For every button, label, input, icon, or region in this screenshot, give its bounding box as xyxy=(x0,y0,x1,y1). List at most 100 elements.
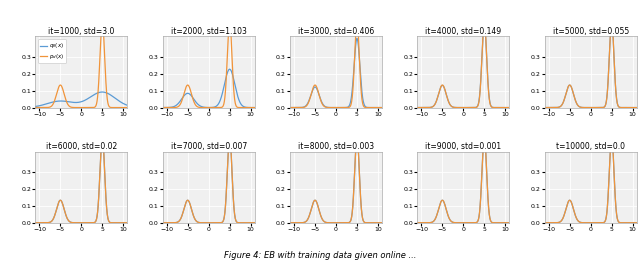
$q_\theta(x)$ xyxy=(29,105,36,109)
$p_{d}(x)$ xyxy=(226,20,234,23)
$p_{d}(x)$ xyxy=(405,221,413,224)
$p_{d}(x)$ xyxy=(364,106,371,109)
$p_{d}(x)$ xyxy=(236,221,244,224)
$q_\theta(x)$ xyxy=(608,135,616,139)
$q_\theta(x)$ xyxy=(638,106,640,109)
$q_\theta(x)$ xyxy=(511,106,518,109)
$q_\theta(x)$ xyxy=(410,221,418,224)
$p_{d}(x)$ xyxy=(23,221,31,224)
$p_{d}(x)$ xyxy=(204,106,211,109)
$q_\theta(x)$ xyxy=(353,37,361,40)
Title: it=4000, std=0.149: it=4000, std=0.149 xyxy=(425,27,501,36)
$p_{d}(x)$ xyxy=(99,20,106,23)
$q_\theta(x)$ xyxy=(256,221,264,224)
$p_{d}(x)$ xyxy=(532,221,540,224)
$q_\theta(x)$ xyxy=(538,106,545,109)
$q_\theta(x)$ xyxy=(109,95,116,98)
$p_{d}(x)$ xyxy=(458,221,466,224)
$q_\theta(x)$ xyxy=(586,106,593,109)
$p_{d}(x)$ xyxy=(150,106,158,109)
$p_{d}(x)$ xyxy=(491,106,499,109)
$p_{d}(x)$ xyxy=(383,221,391,224)
$q_\theta(x)$ xyxy=(586,221,593,224)
$p_{d}(x)$ xyxy=(353,20,361,23)
Line: $q_\theta(x)$: $q_\theta(x)$ xyxy=(409,25,518,107)
Line: $p_{d}(x)$: $p_{d}(x)$ xyxy=(154,137,263,223)
$q_\theta(x)$ xyxy=(132,221,140,224)
$p_{d}(x)$ xyxy=(129,221,136,224)
Line: $p_{d}(x)$: $p_{d}(x)$ xyxy=(409,137,518,223)
$q_\theta(x)$ xyxy=(256,106,264,109)
$p_{d}(x)$ xyxy=(582,106,590,109)
$p_{d}(x)$ xyxy=(582,221,590,224)
$p_{d}(x)$ xyxy=(256,106,264,109)
$p_{d}(x)$ xyxy=(511,106,518,109)
$q_\theta(x)$ xyxy=(73,221,81,224)
$q_\theta(x)$ xyxy=(458,221,466,224)
$q_\theta(x)$ xyxy=(481,23,488,26)
$p_{d}(x)$ xyxy=(23,106,31,109)
$p_{d}(x)$ xyxy=(156,221,164,224)
$q_\theta(x)$ xyxy=(156,221,164,224)
$p_{d}(x)$ xyxy=(608,20,616,23)
$p_{d}(x)$ xyxy=(638,106,640,109)
$p_{d}(x)$ xyxy=(383,106,391,109)
$q_\theta(x)$ xyxy=(200,106,208,109)
$p_{d}(x)$ xyxy=(109,221,116,224)
$p_{d}(x)$ xyxy=(73,106,81,109)
$p_{d}(x)$ xyxy=(150,221,158,224)
Line: $q_\theta(x)$: $q_\theta(x)$ xyxy=(536,22,640,107)
$q_\theta(x)$ xyxy=(259,106,267,109)
$q_\theta(x)$ xyxy=(582,106,590,109)
$p_{d}(x)$ xyxy=(455,106,463,109)
$q_\theta(x)$ xyxy=(76,100,84,104)
$p_{d}(x)$ xyxy=(491,221,499,224)
$p_{d}(x)$ xyxy=(256,221,264,224)
$p_{d}(x)$ xyxy=(204,221,211,224)
$q_\theta(x)$ xyxy=(284,221,291,224)
$p_{d}(x)$ xyxy=(387,221,394,224)
Line: $p_{d}(x)$: $p_{d}(x)$ xyxy=(27,22,136,107)
$q_\theta(x)$ xyxy=(328,221,335,224)
$p_{d}(x)$ xyxy=(284,221,291,224)
$p_{d}(x)$ xyxy=(387,106,394,109)
$q_\theta(x)$ xyxy=(236,221,244,224)
$p_{d}(x)$ xyxy=(278,221,285,224)
$p_{d}(x)$ xyxy=(514,221,522,224)
$q_\theta(x)$ xyxy=(532,221,540,224)
$q_\theta(x)$ xyxy=(73,101,81,104)
Line: $p_{d}(x)$: $p_{d}(x)$ xyxy=(536,22,640,107)
$q_\theta(x)$ xyxy=(99,90,106,94)
$q_\theta(x)$ xyxy=(150,106,158,109)
$p_{d}(x)$ xyxy=(538,106,545,109)
$q_\theta(x)$ xyxy=(204,221,211,224)
Line: $q_\theta(x)$: $q_\theta(x)$ xyxy=(154,137,263,223)
Line: $p_{d}(x)$: $p_{d}(x)$ xyxy=(27,137,136,223)
$p_{d}(x)$ xyxy=(331,221,339,224)
$q_\theta(x)$ xyxy=(353,135,361,139)
$q_\theta(x)$ xyxy=(532,106,540,109)
$p_{d}(x)$ xyxy=(618,106,626,109)
$q_\theta(x)$ xyxy=(278,106,285,109)
$p_{d}(x)$ xyxy=(586,221,593,224)
$q_\theta(x)$ xyxy=(99,135,106,139)
$q_\theta(x)$ xyxy=(387,106,394,109)
Line: $q_\theta(x)$: $q_\theta(x)$ xyxy=(27,137,136,223)
$p_{d}(x)$ xyxy=(99,135,106,139)
$q_\theta(x)$ xyxy=(331,221,339,224)
Title: it=6000, std=0.02: it=6000, std=0.02 xyxy=(45,142,117,151)
$p_{d}(x)$ xyxy=(109,106,116,109)
$q_\theta(x)$ xyxy=(455,106,463,109)
$q_\theta(x)$ xyxy=(638,221,640,224)
$p_{d}(x)$ xyxy=(511,106,518,109)
$q_\theta(x)$ xyxy=(582,221,590,224)
$q_\theta(x)$ xyxy=(514,106,522,109)
$q_\theta(x)$ xyxy=(511,221,518,224)
Title: it=8000, std=0.003: it=8000, std=0.003 xyxy=(298,142,374,151)
$p_{d}(x)$ xyxy=(259,221,267,224)
$p_{d}(x)$ xyxy=(73,221,81,224)
$q_\theta(x)$ xyxy=(259,221,267,224)
$q_\theta(x)$ xyxy=(410,106,418,109)
Title: it=2000, std=1.103: it=2000, std=1.103 xyxy=(171,27,246,36)
$p_{d}(x)$ xyxy=(256,106,264,109)
